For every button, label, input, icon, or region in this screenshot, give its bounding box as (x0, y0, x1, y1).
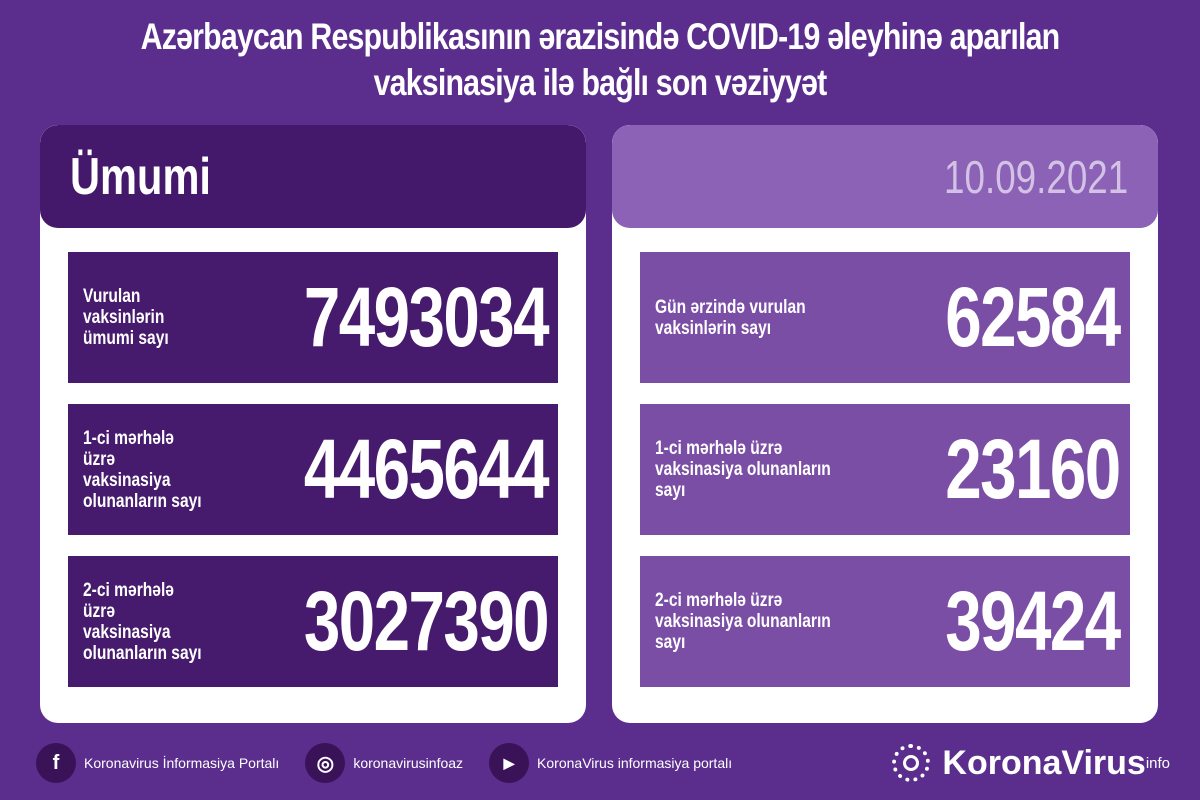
facebook-link[interactable]: f Koronavirus İnformasiya Portalı (36, 743, 279, 783)
instagram-link[interactable]: ◎ koronavirusinfoaz (305, 743, 463, 783)
date-header: 10.09.2021 (612, 125, 1158, 228)
stat-box: 2-ci mərhələ üzrə vaksinasiya olunanların… (68, 556, 558, 687)
daily-card: 10.09.2021 Gün ərzində vurulan vaksinləri… (612, 125, 1158, 723)
virus-icon (892, 744, 931, 782)
koronavirus-logo: KoronaVirus info (892, 744, 1170, 783)
stat-box: 1-ci mərhələ üzrə vaksinasiya olunanların… (640, 404, 1130, 535)
stat-box: Vurulan vaksinlərin ümumi sayı 7493034 (68, 252, 558, 383)
youtube-link[interactable]: ▶ KoronaVirus informasiya portalı (489, 743, 732, 783)
total-card: Ümumi Vurulan vaksinlərin ümumi sayı 74930… (40, 125, 586, 723)
footer: f Koronavirus İnformasiya Portalı ◎ korona… (36, 737, 1170, 789)
stat-box: Gün ərzində vurulan vaksinlərin sayı 62584 (640, 252, 1130, 383)
total-header: Ümumi (40, 125, 586, 228)
youtube-icon: ▶ (489, 743, 530, 783)
facebook-icon: f (36, 743, 76, 783)
stat-box: 2-ci mərhələ üzrə vaksinasiya olunanların… (640, 556, 1130, 687)
page-title: Azərbaycan Respublikasının ərazisində CO… (140, 16, 1061, 103)
stat-box: 1-ci mərhələ üzrə vaksinasiya olunanların… (68, 404, 558, 535)
instagram-icon: ◎ (305, 743, 346, 783)
